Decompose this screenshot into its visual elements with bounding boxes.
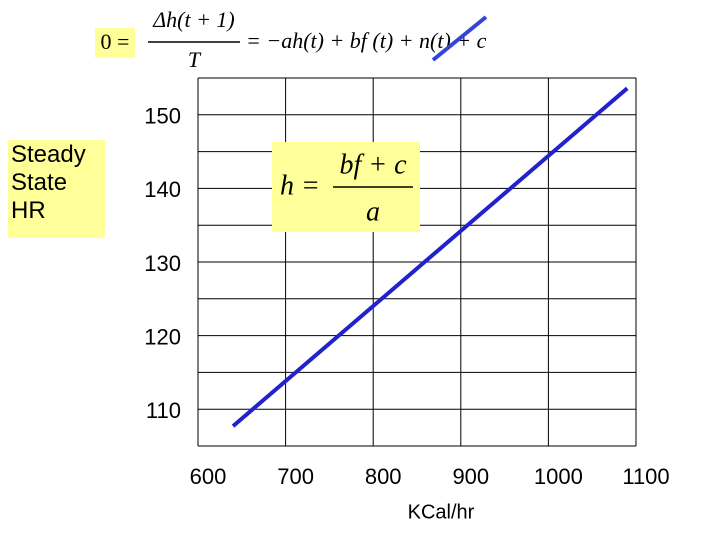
- y-axis-label: Steady State HR: [11, 141, 86, 224]
- plot-area: 110 120 130 140 150 600 700 800 900 1000 1100: [144, 77, 670, 489]
- equation-rhs: = −ah(t) + bf (t) + n(t) + c: [246, 28, 487, 53]
- y-tick-label: 140: [144, 177, 181, 202]
- y-tick-label: 120: [144, 324, 181, 349]
- y-tick-label: 110: [146, 398, 181, 423]
- equation-denominator: T: [188, 47, 202, 72]
- y-tick-label: 150: [144, 104, 181, 129]
- formula-numerator: bf + c: [339, 149, 407, 180]
- highlight: [8, 140, 105, 238]
- strike-through: [431, 15, 488, 62]
- formula-lhs: h =: [280, 170, 320, 201]
- x-tick-label: 1000: [534, 464, 583, 489]
- equation-lhs: 0 =: [101, 29, 130, 54]
- highlight: [95, 28, 135, 58]
- equation-numerator: Δh(t + 1): [152, 7, 235, 32]
- x-tick-label: 700: [277, 464, 314, 489]
- y-label-box: Steady State HR: [11, 141, 86, 224]
- x-tick-label: 900: [452, 464, 489, 489]
- data-line: [231, 86, 629, 428]
- x-tick-label: 1100: [622, 464, 669, 489]
- x-tick-label: 600: [190, 464, 227, 489]
- x-tick-label: 800: [365, 464, 402, 489]
- y-tick-label: 130: [144, 251, 181, 276]
- x-axis-label: KCal/hr: [408, 501, 475, 523]
- formula-denominator: a: [366, 196, 380, 227]
